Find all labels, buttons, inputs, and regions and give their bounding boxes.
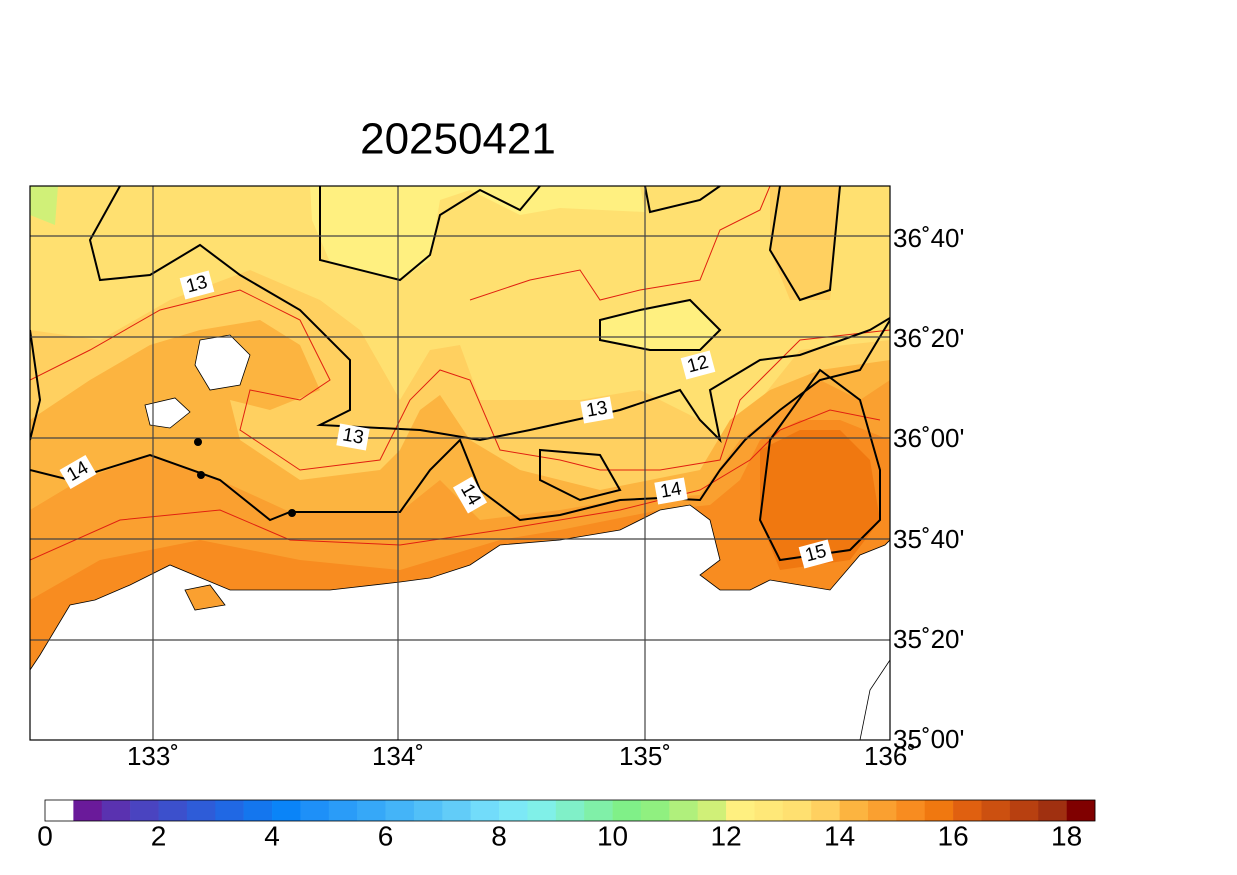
- colorbar-cell: [243, 800, 273, 821]
- colorbar-cell: [101, 800, 131, 821]
- lat-label: 35˚00': [893, 724, 964, 754]
- colorbar-cell: [896, 800, 926, 821]
- sst-field: [30, 186, 890, 740]
- colorbar-frame: [44, 799, 1096, 822]
- colorbar-cell: [527, 800, 557, 821]
- lat-label: 36˚00': [893, 423, 964, 453]
- colorbar-cell: [953, 800, 982, 821]
- lat-label: 35˚20': [893, 624, 964, 654]
- colorbar-cell: [158, 800, 188, 821]
- colorbar-cell: [215, 800, 244, 821]
- colorbar-label: 4: [264, 820, 280, 851]
- colorbar-cell: [612, 800, 642, 821]
- colorbar-cell: [867, 800, 897, 821]
- colorbar-label: 8: [491, 820, 507, 851]
- colorbar-cell: [555, 800, 585, 821]
- lat-labels: 36˚40' 36˚20' 36˚00' 35˚40' 35˚20' 35˚00…: [893, 223, 964, 754]
- colorbar-cell: [442, 800, 471, 821]
- contour-label: 13: [585, 397, 609, 421]
- colorbar-cell: [839, 800, 869, 821]
- colorbar-cell: [981, 800, 1011, 821]
- lon-label: 136˚: [864, 741, 916, 771]
- colorbar-cell: [300, 800, 330, 821]
- colorbar-cell: [1009, 800, 1039, 821]
- lat-label: 36˚40': [893, 223, 964, 253]
- colorbar-label: 10: [597, 820, 628, 851]
- lon-label: 135˚: [619, 741, 671, 771]
- colorbar-label: 12: [711, 820, 742, 851]
- colorbar-cell: [413, 800, 443, 821]
- lat-label: 36˚20': [893, 323, 964, 353]
- colorbar-label: 18: [1051, 820, 1082, 851]
- lat-label: 35˚40': [893, 524, 964, 554]
- colorbar-cell: [782, 800, 812, 821]
- colorbar-cell: [1038, 800, 1067, 821]
- colorbar-cell: [45, 800, 74, 821]
- colorbar-label: 14: [824, 820, 855, 851]
- colorbar-cell: [186, 800, 216, 821]
- colorbar-cell: [1066, 800, 1096, 821]
- colorbar-cell: [924, 800, 954, 821]
- colorbar-cell: [697, 800, 727, 821]
- colorbar-label: 6: [378, 820, 394, 851]
- title: 20250421: [360, 115, 556, 164]
- lon-label: 133˚: [127, 741, 179, 771]
- colorbar-cell: [130, 800, 159, 821]
- colorbar-cell: [754, 800, 784, 821]
- colorbar-cell: [584, 800, 613, 821]
- colorbar-cell: [328, 800, 358, 821]
- colorbar-cell: [669, 800, 699, 821]
- colorbar-cell: [385, 800, 415, 821]
- colorbar-cell: [357, 800, 386, 821]
- colorbar-cell: [470, 800, 500, 821]
- contour-label: 14: [659, 478, 684, 502]
- colorbar-cell: [811, 800, 840, 821]
- lon-label: 134˚: [372, 741, 424, 771]
- colorbar-label: 2: [151, 820, 167, 851]
- colorbar-cell: [726, 800, 755, 821]
- colorbar-label: 16: [938, 820, 969, 851]
- colorbar-cell: [272, 800, 301, 821]
- lon-labels: 133˚ 134˚ 135˚ 136˚: [127, 741, 916, 771]
- colorbar: 0 2 4 6 8 10 12 14 16 18: [37, 799, 1096, 851]
- contour-label: 13: [341, 424, 365, 448]
- colorbar-cell: [499, 800, 528, 821]
- colorbar-cell: [73, 800, 103, 821]
- colorbar-cell: [640, 800, 670, 821]
- colorbar-label: 0: [37, 820, 53, 851]
